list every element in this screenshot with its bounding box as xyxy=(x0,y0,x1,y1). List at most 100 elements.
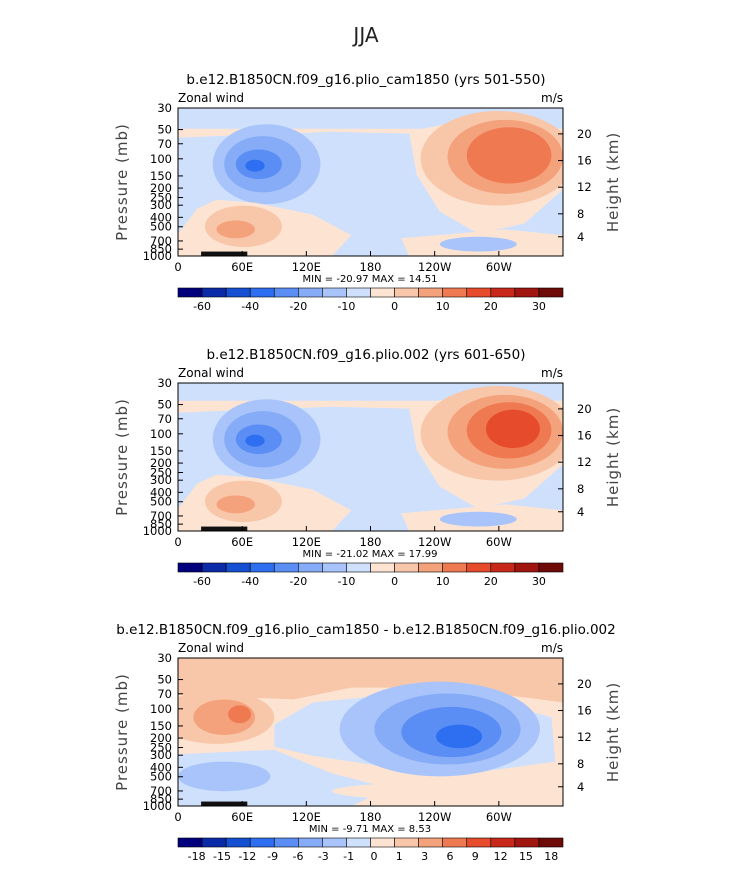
lower-negative-2 xyxy=(178,761,271,792)
colorbar-swatch xyxy=(346,837,371,848)
y2-axis-title: Height (km) xyxy=(604,407,622,507)
colorbar-swatch xyxy=(370,837,395,848)
x-tick-label: 120E xyxy=(292,535,321,549)
pressure-tick-label: 850 xyxy=(150,242,172,256)
colorbar-label: -9 xyxy=(267,850,278,863)
pressure-tick-label: 500 xyxy=(150,220,172,234)
pressure-tick-label: 30 xyxy=(157,651,172,665)
colorbar-label: -60 xyxy=(193,575,211,588)
colorbar-swatch xyxy=(298,562,323,573)
x-tick-label: 180 xyxy=(360,260,382,274)
x-tick-label: 120E xyxy=(292,260,321,274)
lower-easterly-blob xyxy=(439,236,517,252)
colorbar-label: -40 xyxy=(241,300,259,313)
pressure-tick-label: 250 xyxy=(150,740,172,754)
colorbar-swatch xyxy=(273,287,299,298)
height-tick-label: 20 xyxy=(577,402,592,416)
figure-title: JJA xyxy=(351,23,378,47)
colorbar-swatch xyxy=(225,837,251,848)
colorbar-label: -10 xyxy=(337,300,355,313)
colorbar-swatch xyxy=(466,837,492,848)
colorbar-swatch xyxy=(466,287,492,298)
pressure-tick-label: 100 xyxy=(150,152,172,166)
colorbar-swatch xyxy=(322,287,347,298)
colorbar-swatch xyxy=(225,287,251,298)
units-label: m/s xyxy=(541,91,563,105)
colorbar-label: -1 xyxy=(343,850,354,863)
x-tick-label: 180 xyxy=(360,810,382,824)
pressure-tick-label: 300 xyxy=(150,748,172,762)
pressure-tick-label: 400 xyxy=(150,485,172,499)
pressure-tick-label: 70 xyxy=(157,687,172,701)
height-tick-label: 4 xyxy=(577,230,584,244)
height-tick-label: 8 xyxy=(577,207,584,221)
panel-2: b.e12.B1850CN.f09_g16.plio.002 (yrs 601-… xyxy=(113,347,622,588)
colorbar-swatch xyxy=(201,837,227,848)
colorbar-swatch xyxy=(538,837,564,848)
colorbar-swatch xyxy=(370,562,395,573)
pressure-tick-label: 250 xyxy=(150,190,172,204)
pressure-tick-label: 400 xyxy=(150,760,172,774)
colorbar-swatch xyxy=(322,562,347,573)
contour-field xyxy=(178,108,563,256)
pressure-tick-label: 100 xyxy=(150,427,172,441)
pressure-tick-label: 30 xyxy=(157,101,172,115)
left-label: Zonal wind xyxy=(178,641,244,655)
colorbar-label: 20 xyxy=(484,300,498,313)
pressure-tick-label: 150 xyxy=(150,444,172,458)
colorbar-swatch xyxy=(177,287,203,298)
pressure-tick-label: 700 xyxy=(150,509,172,523)
pressure-tick-label: 50 xyxy=(157,673,172,687)
height-tick-label: 12 xyxy=(577,730,592,744)
y2-axis-title: Height (km) xyxy=(604,682,622,782)
height-tick-label: 20 xyxy=(577,677,592,691)
lower-positive-pale xyxy=(332,782,563,801)
colorbar-label: 30 xyxy=(532,300,546,313)
topography xyxy=(201,251,248,256)
y2-axis-title: Height (km) xyxy=(604,132,622,232)
colorbar-swatch xyxy=(514,837,540,848)
x-tick-label: 60W xyxy=(486,810,512,824)
height-tick-label: 16 xyxy=(577,154,592,168)
colorbar-swatch xyxy=(514,287,540,298)
pressure-tick-label: 70 xyxy=(157,137,172,151)
pressure-tick-label: 50 xyxy=(157,123,172,137)
colorbar-label: 12 xyxy=(494,850,508,863)
left-label: Zonal wind xyxy=(178,91,244,105)
colorbar-swatch xyxy=(249,837,275,848)
colorbar-label: -6 xyxy=(292,850,303,863)
pressure-tick-label: 850 xyxy=(150,792,172,806)
colorbar-label: 3 xyxy=(421,850,428,863)
pressure-tick-label: 30 xyxy=(157,376,172,390)
colorbar-swatch xyxy=(370,287,395,298)
min-max-text: MIN = -21.02 MAX = 17.99 xyxy=(303,549,438,560)
topography xyxy=(201,801,248,806)
colorbar-swatch xyxy=(322,837,347,848)
x-tick-label: 0 xyxy=(174,810,181,824)
height-tick-label: 12 xyxy=(577,180,592,194)
pressure-tick-label: 50 xyxy=(157,398,172,412)
panel-3: b.e12.B1850CN.f09_g16.plio_cam1850 - b.e… xyxy=(113,622,622,863)
colorbar-swatch xyxy=(201,562,227,573)
pressure-tick-label: 250 xyxy=(150,465,172,479)
colorbar-swatch xyxy=(490,837,516,848)
pressure-tick-label: 150 xyxy=(150,169,172,183)
colorbar-label: -3 xyxy=(318,850,329,863)
height-tick-label: 20 xyxy=(577,127,592,141)
colorbar-label: -60 xyxy=(193,300,211,313)
x-tick-label: 180 xyxy=(360,535,382,549)
colorbar-swatch xyxy=(201,287,227,298)
colorbar-swatch xyxy=(490,562,516,573)
colorbar-label: -20 xyxy=(289,300,307,313)
easterly-core xyxy=(245,434,265,447)
x-tick-label: 0 xyxy=(174,535,181,549)
pressure-tick-label: 1000 xyxy=(143,799,172,813)
colorbar-swatch xyxy=(394,287,419,298)
colorbar-swatch xyxy=(346,562,371,573)
colorbar-swatch xyxy=(394,562,419,573)
pressure-tick-label: 500 xyxy=(150,495,172,509)
colorbar-label: -18 xyxy=(188,850,206,863)
pressure-tick-label: 200 xyxy=(150,456,172,470)
contour-field xyxy=(178,383,563,531)
x-tick-label: 120E xyxy=(292,810,321,824)
